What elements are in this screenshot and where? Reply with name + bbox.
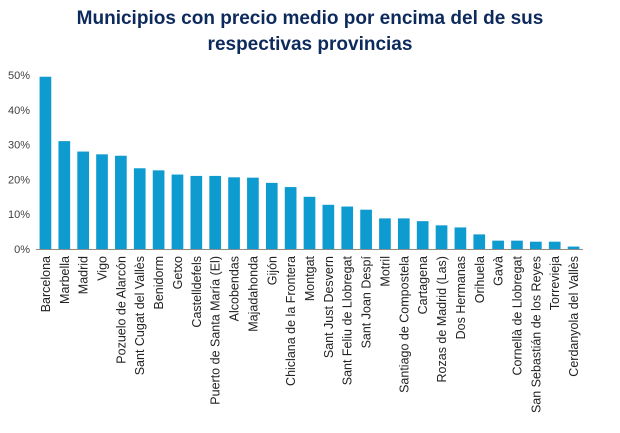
bar [96, 154, 108, 249]
bar [303, 196, 316, 249]
bar [435, 225, 448, 249]
x-tick-label: Gijón [265, 256, 279, 285]
x-tick-label: Sant Feliu de Llobregat [341, 255, 355, 385]
x-tick-label: Sant Joan Despí [360, 255, 374, 348]
bar [567, 246, 580, 249]
x-tick-label: San Sebastián de los Reyes [529, 256, 543, 413]
bar [341, 206, 354, 249]
bar [190, 175, 203, 249]
category-labels: Barcelona Marbella Madrid Vigo Pozuelo de Al… [39, 255, 581, 413]
x-tick-label: Dos Hermanas [454, 256, 468, 339]
bar [265, 182, 278, 249]
bar [454, 227, 467, 249]
bar [171, 174, 184, 249]
bar [530, 241, 542, 249]
x-tick-label: Getxo [171, 256, 185, 289]
bar [284, 187, 297, 249]
bar [416, 221, 429, 249]
y-tick-label: 40% [8, 105, 30, 117]
x-tick-label: Vigo [96, 256, 110, 281]
y-tick-label: 30% [8, 140, 30, 152]
x-tick-label: Rozas de Madrid (Las) [435, 256, 449, 382]
x-tick-label: Cartagena [416, 256, 430, 314]
bar [133, 168, 146, 249]
bar [115, 155, 127, 249]
chart-title-line-1: Municipios con precio medio por encima d… [76, 8, 544, 29]
bar [473, 234, 486, 249]
x-tick-label: Marbella [58, 256, 72, 304]
bar [152, 170, 165, 249]
x-tick-label: Santiago de Compostela [397, 256, 411, 393]
x-tick-label: Chiclana de la Frontera [284, 256, 298, 386]
y-tick-label: 10% [8, 209, 30, 221]
x-tick-label: Sant Cugat del Vallès [133, 256, 147, 375]
x-tick-label: Orihuela [473, 256, 487, 303]
bar [58, 141, 71, 249]
bar [492, 240, 504, 249]
x-tick-label: Cerdanyola del Vallès [567, 256, 581, 377]
x-tick-label: Benidorm [152, 256, 166, 310]
bar [247, 177, 259, 249]
x-tick-label: Motril [378, 256, 392, 287]
x-tick-label: Alcobendas [228, 256, 242, 321]
x-tick-label: Montgat [303, 255, 317, 301]
bar [360, 209, 372, 249]
x-tick-label: Sant Just Desvern [322, 256, 336, 358]
y-tick-label: 20% [8, 174, 30, 186]
x-tick-label: Pozuelo de Alarcón [114, 256, 128, 364]
x-tick-label: Torrevieja [548, 256, 562, 310]
chart-title: Municipios con precio medio por encima d… [0, 6, 620, 58]
x-tick-label: Cornellà de Llobregat [510, 255, 524, 375]
bar [322, 204, 335, 249]
x-tick-label: Majadahonda [246, 256, 260, 332]
x-tick-label: Castelldefels [190, 256, 204, 328]
bar [228, 177, 240, 249]
bar [379, 218, 391, 249]
y-tick-label: 0% [14, 244, 30, 256]
bar [511, 240, 523, 249]
bar [39, 76, 52, 250]
x-tick-label: Barcelona [39, 256, 53, 312]
y-tick-label: 50% [8, 70, 30, 82]
bar [548, 241, 561, 249]
x-tick-label: Gavà [492, 256, 506, 286]
chart-title-line-2: respectivas provincias [207, 34, 413, 55]
bar [77, 151, 89, 249]
bars [39, 76, 580, 250]
y-axis: 0% 10% 20% 30% 40% 50% [8, 70, 30, 256]
bar [397, 218, 410, 249]
bar [209, 175, 222, 249]
x-tick-label: Madrid [77, 256, 91, 294]
x-tick-label: Puerto de Santa María (El) [209, 256, 223, 405]
